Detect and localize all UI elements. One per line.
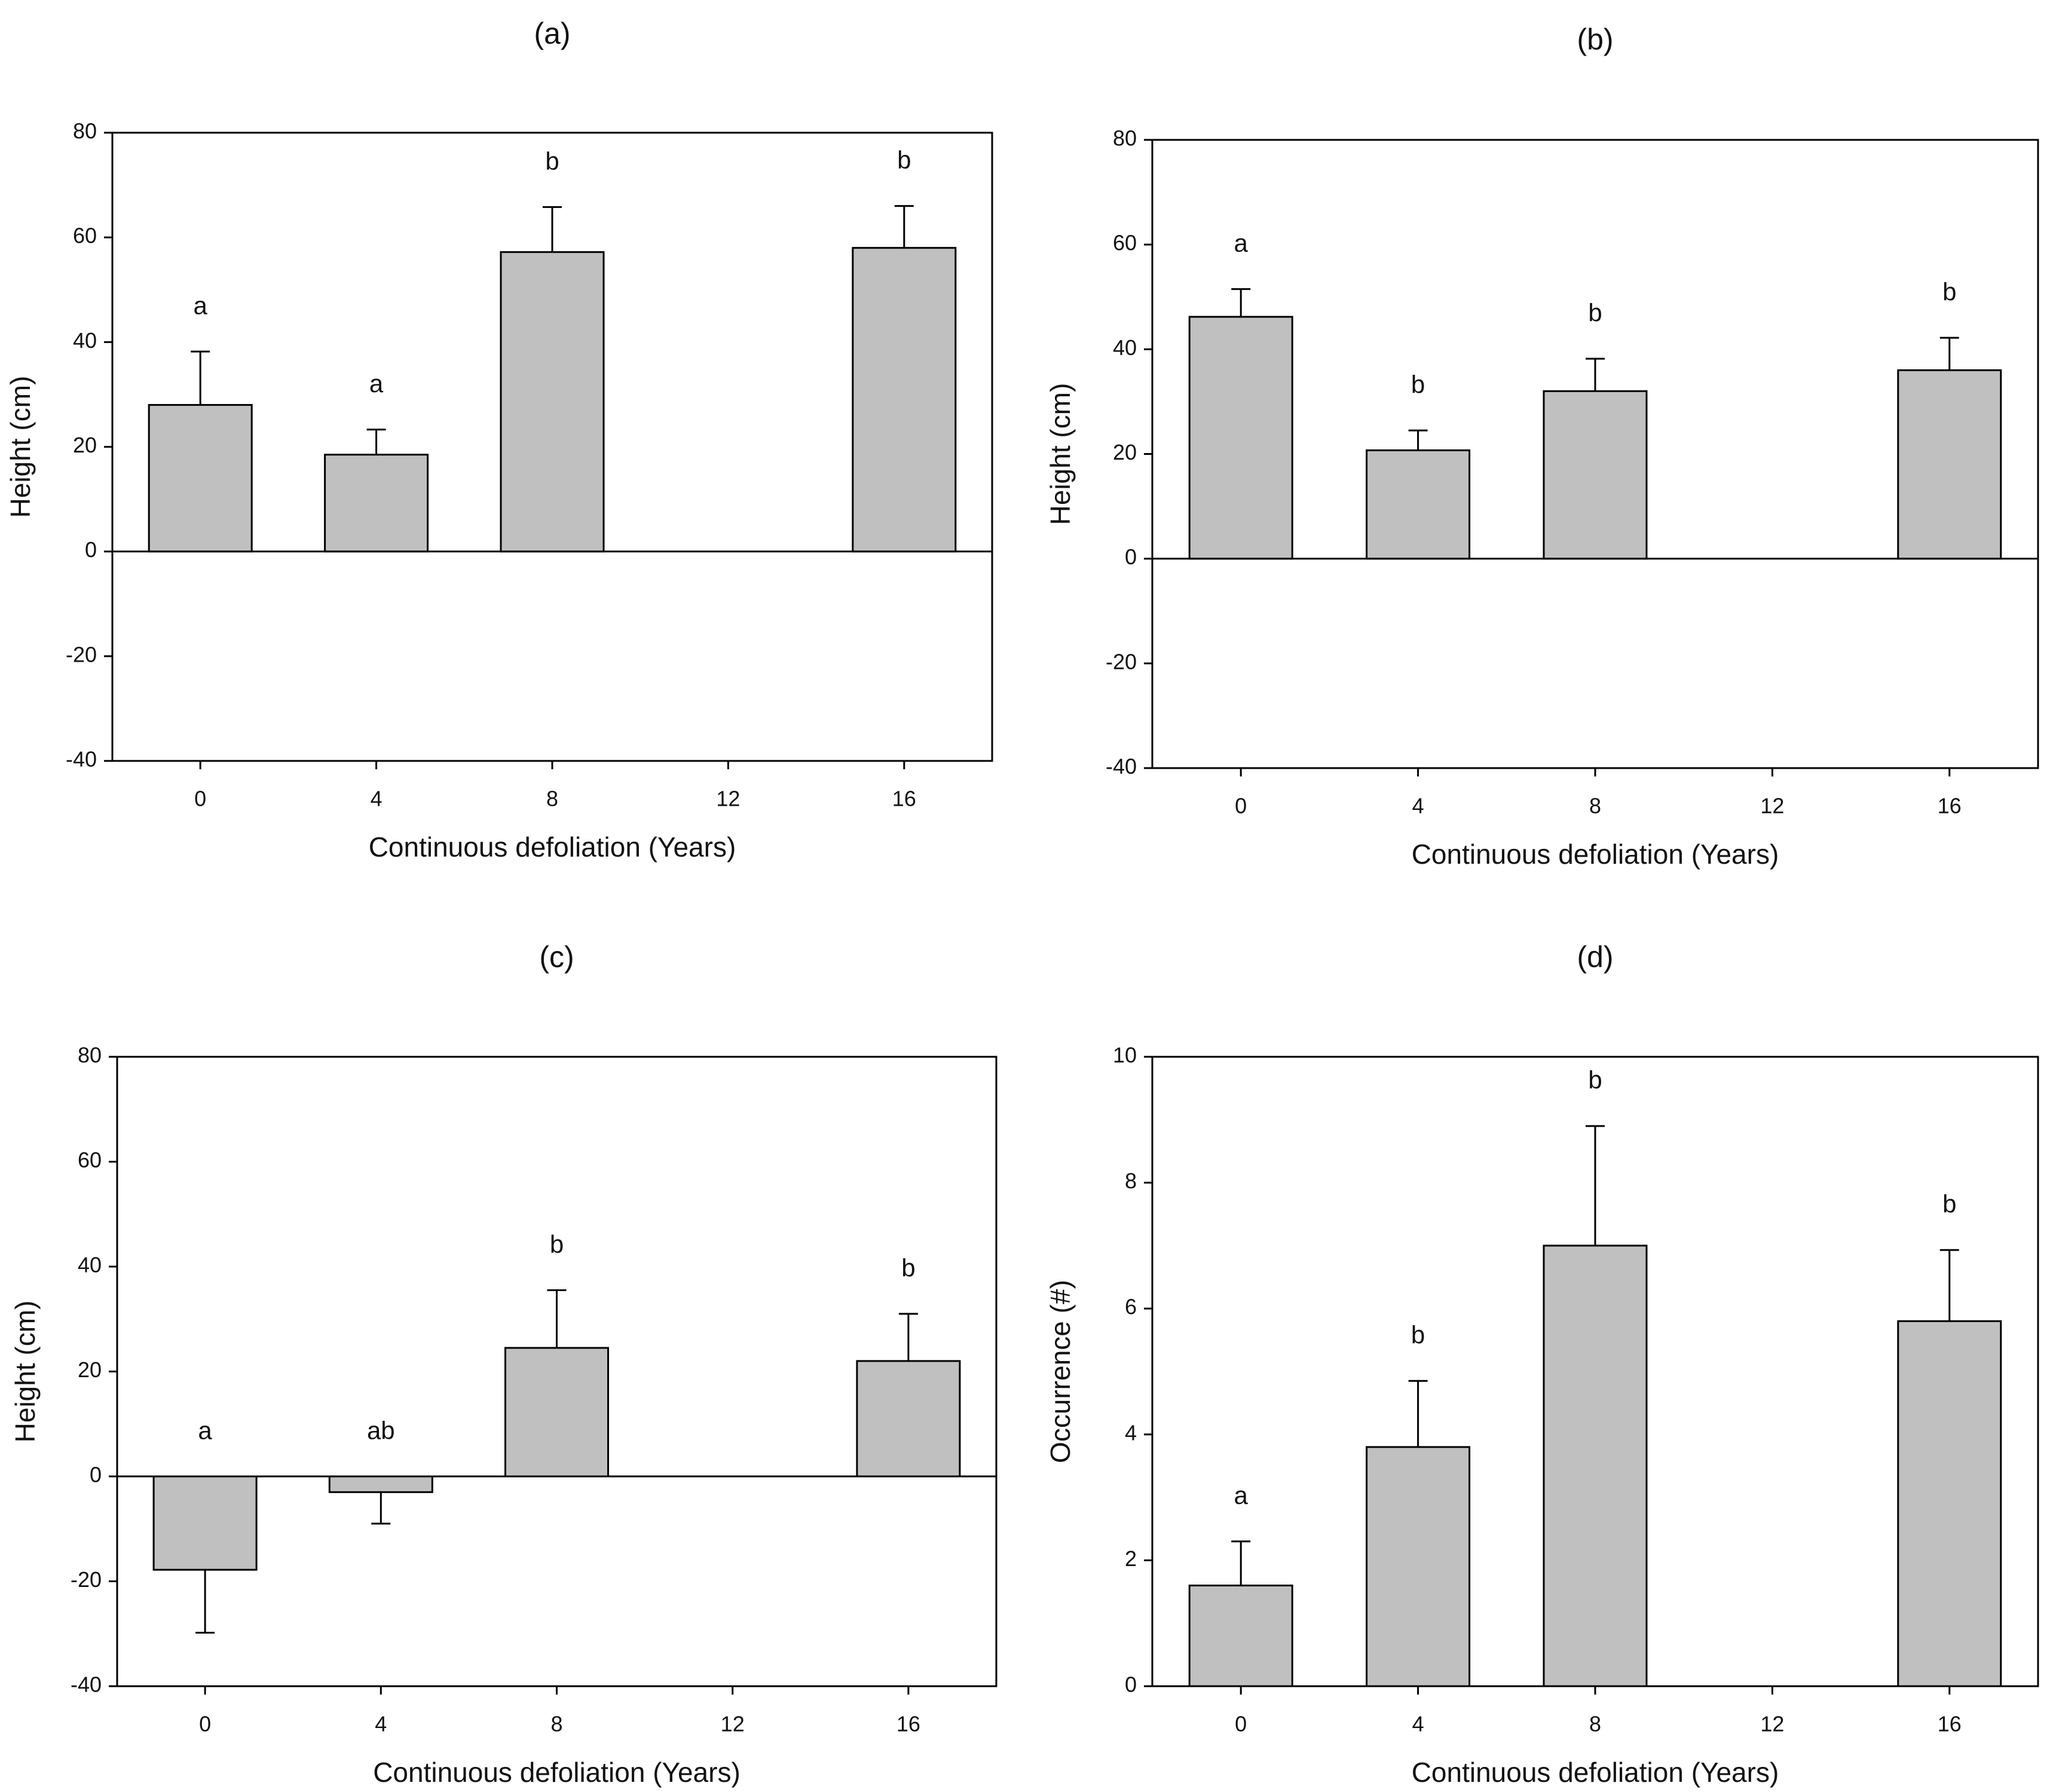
panel-a-y-tick-label--40: -40 — [66, 747, 97, 772]
panel-a-sig-label-0: a — [194, 292, 208, 320]
panel-b: (b) a b b b -40 -20 0 20 40 60 80 0 4 8 12 16 Continuous … — [1045, 23, 2039, 870]
panel-b-x-axis-title: Continuous defoliation (Years) — [1412, 839, 1779, 870]
panel-a-y-tick-label-40: 40 — [73, 328, 97, 353]
panel-c-bar-4 — [328, 1475, 433, 1493]
panel-a-sig-label-4: a — [369, 369, 384, 397]
panel-d-sig-label-8: b — [1588, 1066, 1602, 1094]
panel-b-y-tick-label-80: 80 — [1113, 126, 1137, 151]
panel-b-title: (b) — [1577, 23, 1613, 56]
panel-a-y-tick-label-60: 60 — [73, 224, 97, 248]
panel-d: (d) a b b b 0 2 4 6 8 10 0 4 8 12 16 Continuous defoliat… — [1045, 940, 2039, 1788]
panel-d-y-tick-label-0: 0 — [1125, 1672, 1137, 1697]
panel-c: (c) a ab b b -40 -20 0 20 40 60 80 0 4 8 12 16 Continuous… — [10, 940, 998, 1788]
panel-d-y-axis-title: Occurrence (#) — [1045, 1280, 1076, 1463]
panel-a-y-axis-title: Height (cm) — [5, 376, 36, 518]
panel-d-x-axis-title: Continuous defoliation (Years) — [1412, 1757, 1779, 1788]
panel-b-bar-4 — [1366, 449, 1471, 560]
panel-a-x-tick-label-16: 16 — [892, 787, 916, 811]
panel-a-x-tick-label-4: 4 — [371, 787, 383, 811]
panel-d-x-tick-label-4: 4 — [1412, 1712, 1424, 1736]
panel-d-y-tick-label-10: 10 — [1113, 1043, 1137, 1068]
panel-d-sig-label-4: b — [1411, 1321, 1425, 1349]
panel-d-sig-label-0: a — [1234, 1481, 1249, 1509]
panel-c-bar-16 — [856, 1360, 961, 1478]
panel-c-x-tick-label-0: 0 — [199, 1712, 211, 1736]
panel-d-y-tick-label-2: 2 — [1125, 1546, 1137, 1571]
panel-a-y-tick-label-80: 80 — [73, 119, 97, 143]
panel-b-y-tick-label-20: 20 — [1113, 440, 1137, 464]
panel-d-bar-8 — [1543, 1244, 1648, 1687]
panel-b-sig-label-0: a — [1234, 229, 1249, 257]
panel-b-x-tick-label-8: 8 — [1589, 794, 1601, 818]
panel-a-sig-label-16: b — [897, 146, 911, 174]
panel-c-x-tick-label-12: 12 — [721, 1712, 745, 1736]
panel-b-y-tick-label-40: 40 — [1113, 335, 1137, 360]
panel-a-bar-4 — [324, 454, 429, 553]
panel-c-y-tick-label-80: 80 — [78, 1043, 102, 1068]
panel-c-bar-0 — [152, 1475, 258, 1571]
panel-a-x-tick-label-8: 8 — [546, 787, 558, 811]
panel-a-y-tick-label--20: -20 — [66, 642, 97, 666]
panel-a-bar-16 — [852, 247, 957, 553]
panel-d-x-tick-label-16: 16 — [1938, 1712, 1962, 1736]
panel-b-x-tick-label-16: 16 — [1938, 794, 1962, 818]
panel-a-x-tick-label-12: 12 — [716, 787, 740, 811]
panel-b-y-tick-label--20: -20 — [1106, 649, 1137, 674]
panel-c-y-tick-label-40: 40 — [78, 1253, 102, 1277]
panel-b-sig-label-4: b — [1411, 371, 1425, 399]
panel-d-x-tick-label-0: 0 — [1235, 1712, 1247, 1736]
panel-b-sig-label-8: b — [1588, 299, 1602, 327]
panel-c-sig-label-16: b — [901, 1253, 915, 1282]
panel-d-bar-16 — [1897, 1320, 2002, 1687]
panel-d-title: (d) — [1577, 940, 1613, 974]
panel-a-y-tick-label-20: 20 — [73, 433, 97, 457]
panel-b-x-tick-label-0: 0 — [1235, 794, 1247, 818]
panel-a-bar-8 — [500, 251, 605, 553]
panel-d-sig-label-16: b — [1942, 1190, 1956, 1218]
panel-c-x-tick-label-8: 8 — [550, 1712, 562, 1736]
panel-a-x-tick-label-0: 0 — [194, 787, 206, 811]
panel-a-bar-0 — [148, 403, 253, 553]
panel-a-title: (a) — [534, 17, 570, 50]
panel-d-x-tick-label-12: 12 — [1760, 1712, 1784, 1736]
panel-b-y-axis-title: Height (cm) — [1045, 383, 1076, 525]
panel-b-y-tick-label-60: 60 — [1113, 231, 1137, 255]
panel-a-x-axis-title: Continuous defoliation (Years) — [369, 831, 736, 863]
panel-b-y-tick-label--40: -40 — [1106, 754, 1137, 779]
panel-b-x-tick-label-12: 12 — [1760, 794, 1784, 818]
panel-d-bar-4 — [1366, 1446, 1471, 1687]
panel-c-y-tick-label-60: 60 — [78, 1148, 102, 1172]
panel-c-sig-label-8: b — [550, 1230, 564, 1258]
panel-a-sig-label-8: b — [545, 147, 559, 175]
panel-c-y-tick-label--40: -40 — [71, 1672, 102, 1697]
panel-c-y-tick-label-20: 20 — [78, 1357, 102, 1382]
panel-d-y-tick-label-8: 8 — [1125, 1169, 1137, 1193]
panel-d-bar-0 — [1188, 1585, 1293, 1687]
panel-a-y-tick-label-0: 0 — [85, 537, 97, 562]
panel-b-bar-16 — [1897, 369, 2002, 560]
panel-c-sig-label-4: ab — [367, 1416, 395, 1444]
panel-d-x-tick-label-8: 8 — [1589, 1712, 1601, 1736]
panel-b-sig-label-16: b — [1942, 278, 1956, 306]
panel-b-bar-8 — [1543, 390, 1648, 560]
panel-c-y-axis-title: Height (cm) — [10, 1301, 41, 1443]
panel-c-x-axis-title: Continuous defoliation (Years) — [373, 1757, 741, 1788]
panel-a: (a) a a b b -40 -20 0 20 40 60 80 0 4 8 12 16 Continuous … — [5, 17, 993, 863]
panel-b-x-tick-label-4: 4 — [1412, 794, 1424, 818]
panel-c-y-tick-label-0: 0 — [90, 1463, 102, 1487]
panel-c-x-tick-label-4: 4 — [375, 1712, 387, 1736]
panel-d-y-tick-label-4: 4 — [1125, 1420, 1137, 1445]
panel-c-x-tick-label-16: 16 — [897, 1712, 920, 1736]
panel-b-bar-0 — [1188, 316, 1293, 560]
panel-c-bar-8 — [504, 1347, 609, 1478]
panel-c-sig-label-0: a — [198, 1416, 212, 1444]
panel-b-y-tick-label-0: 0 — [1125, 545, 1137, 569]
panel-c-y-tick-label--20: -20 — [71, 1567, 102, 1592]
panel-d-y-tick-label-6: 6 — [1125, 1295, 1137, 1319]
panel-c-title: (c) — [539, 940, 574, 974]
